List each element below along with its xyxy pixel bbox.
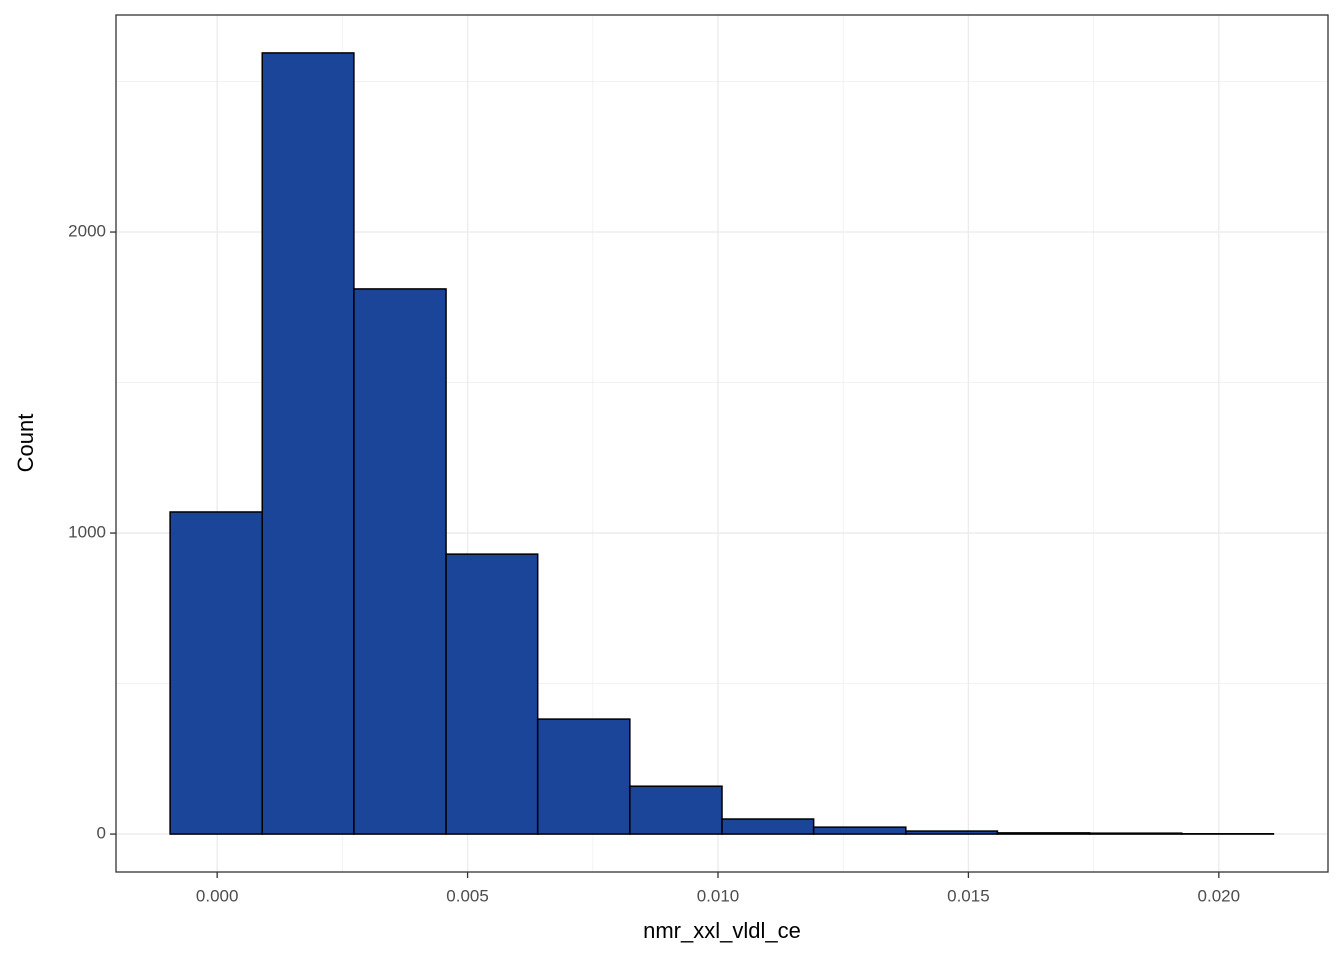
y-tick-label: 2000 (68, 222, 106, 241)
bar (169, 511, 263, 835)
x-tick-label: 0.005 (446, 886, 489, 905)
y-tick-label: 1000 (68, 523, 106, 542)
bar (905, 830, 999, 835)
y-tick-label: 0 (97, 824, 106, 843)
panel-border (115, 14, 1329, 873)
bar (261, 52, 355, 835)
y-axis-title: Count (13, 414, 38, 473)
x-tick-label: 0.020 (1198, 886, 1241, 905)
bar (629, 785, 723, 835)
bar (996, 832, 1091, 835)
bar (1088, 832, 1183, 835)
bar (536, 718, 631, 835)
x-tick-label: 0.000 (196, 886, 239, 905)
x-tick-label: 0.015 (947, 886, 990, 905)
bar (445, 553, 539, 835)
bar (353, 288, 447, 835)
x-tick-label: 0.010 (697, 886, 740, 905)
x-axis-title: nmr_xxl_vldl_ce (643, 918, 801, 943)
bar (812, 826, 907, 835)
bar (721, 818, 815, 835)
